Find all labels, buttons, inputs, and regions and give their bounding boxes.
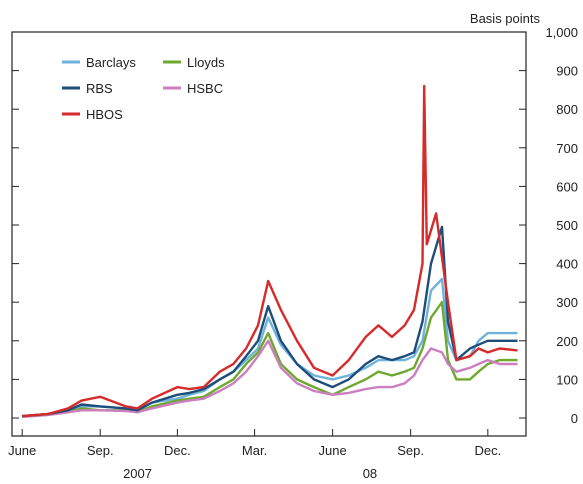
x-axis: June Sep. Dec. Mar. June Sep. Dec. 2007 08 xyxy=(8,429,501,481)
y-tick-label: 700 xyxy=(556,141,578,156)
x-tick-label: June xyxy=(8,443,36,458)
y-tick-label: 500 xyxy=(556,218,578,233)
x-tick-label: Dec. xyxy=(474,443,501,458)
series-layer xyxy=(22,84,518,418)
y-axis: 0 100 200 300 400 500 600 700 800 900 1,000 xyxy=(12,25,578,426)
x-tick-label: Mar. xyxy=(242,443,267,458)
plot-frame xyxy=(11,31,527,437)
x-year-label: 08 xyxy=(363,466,377,481)
series-line-barclays xyxy=(22,277,518,418)
y-tick-label: 0 xyxy=(571,411,578,426)
y-tick-label: 400 xyxy=(556,257,578,272)
y-tick-label: 100 xyxy=(556,372,578,387)
x-year-label: 2007 xyxy=(123,466,152,481)
y-tick-label: 300 xyxy=(556,295,578,310)
legend-label: Barclays xyxy=(86,55,136,70)
legend-label: HBOS xyxy=(86,107,123,122)
y-tick-label: 900 xyxy=(556,64,578,79)
x-tick-label: June xyxy=(319,443,347,458)
x-tick-label: Sep. xyxy=(397,443,424,458)
unit-label: Basis points xyxy=(470,11,541,26)
x-tick-label: Dec. xyxy=(164,443,191,458)
y-tick-label: 1,000 xyxy=(545,25,578,40)
y-tick-label: 200 xyxy=(556,334,578,349)
series-line-rbs xyxy=(22,225,518,418)
legend: Barclays RBS HBOS Lloyds HSBC xyxy=(62,55,225,122)
x-tick-label: Sep. xyxy=(87,443,114,458)
series-line-hsbc xyxy=(22,339,518,418)
legend-label: Lloyds xyxy=(187,55,225,70)
y-tick-label: 800 xyxy=(556,102,578,117)
legend-label: RBS xyxy=(86,81,113,96)
series-line-hbos xyxy=(22,84,518,418)
y-tick-label: 600 xyxy=(556,179,578,194)
legend-label: HSBC xyxy=(187,81,223,96)
